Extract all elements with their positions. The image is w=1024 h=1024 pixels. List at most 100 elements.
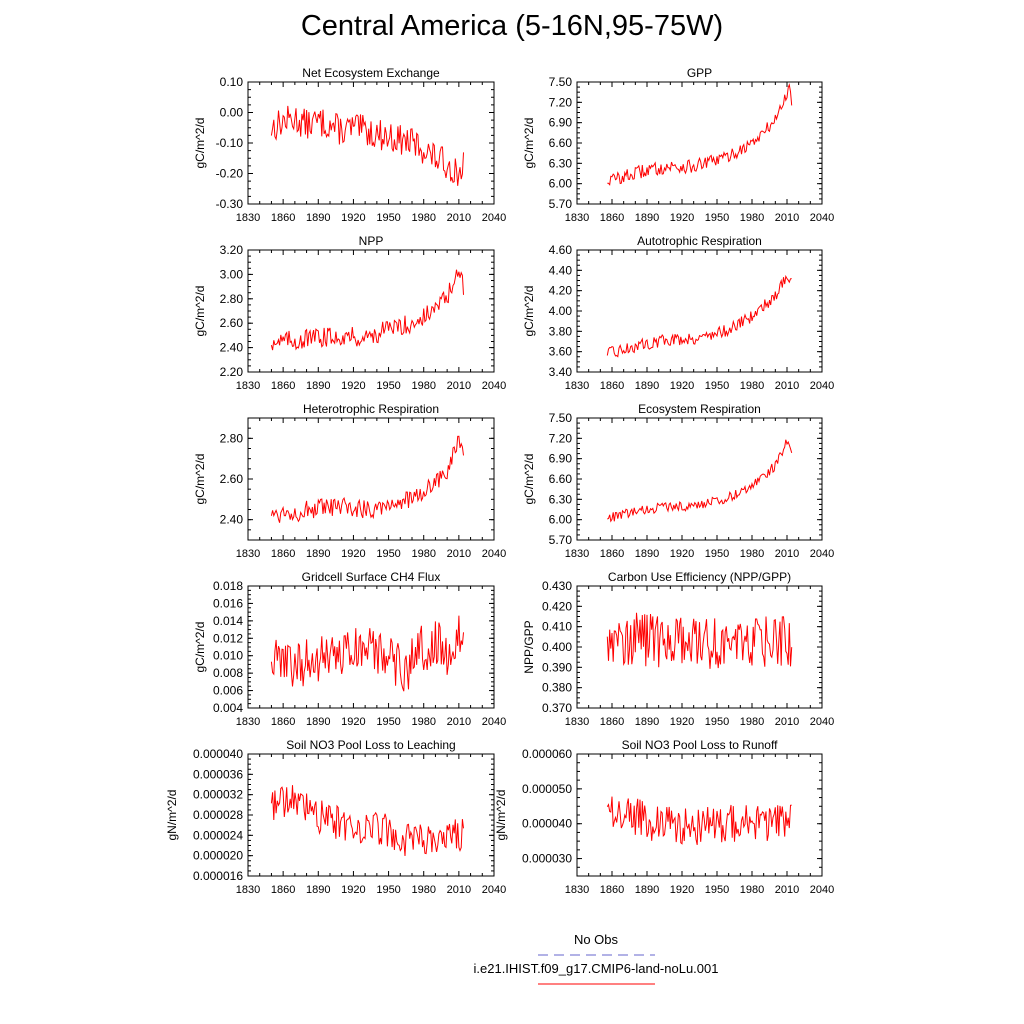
chart-title: Gridcell Surface CH4 Flux <box>302 570 441 584</box>
x-tick-label: 1860 <box>600 548 624 560</box>
x-tick-label: 2040 <box>810 380 834 392</box>
x-tick-label: 2010 <box>447 884 471 896</box>
x-tick-label: 1830 <box>236 548 260 560</box>
x-tick-label: 1860 <box>271 380 295 392</box>
y-tick-label: 0.390 <box>542 660 572 674</box>
x-tick-label: 1920 <box>341 212 365 224</box>
x-tick-label: 1860 <box>600 884 624 896</box>
y-tick-label: 3.60 <box>549 345 573 359</box>
x-tick-label: 2040 <box>482 212 506 224</box>
x-tick-label: 1890 <box>635 884 659 896</box>
x-tick-label: 1980 <box>740 212 764 224</box>
x-tick-label: 1860 <box>271 548 295 560</box>
x-tick-label: 1980 <box>411 548 435 560</box>
y-tick-label: 5.70 <box>549 197 573 211</box>
plot-frame <box>576 249 823 373</box>
x-tick-label: 1830 <box>565 548 589 560</box>
y-tick-label: 6.90 <box>549 116 573 130</box>
series-line <box>606 612 793 669</box>
x-tick-label: 1980 <box>411 212 435 224</box>
x-tick-label: 1950 <box>376 380 400 392</box>
x-tick-label: 1860 <box>600 716 624 728</box>
y-tick-label: 6.00 <box>549 177 573 191</box>
y-tick-label: 0.018 <box>213 579 243 593</box>
x-tick-label: 1830 <box>236 716 260 728</box>
y-tick-label: 4.40 <box>549 263 573 277</box>
plot-frame <box>247 81 495 205</box>
y-tick-label: 2.40 <box>220 513 244 527</box>
x-tick-label: 2040 <box>482 380 506 392</box>
x-tick-label: 1890 <box>635 716 659 728</box>
x-tick-label: 1890 <box>635 212 659 224</box>
x-tick-label: 2040 <box>482 548 506 560</box>
x-tick-label: 1830 <box>236 884 260 896</box>
y-tick-label: 0.000016 <box>193 869 243 883</box>
y-tick-label: 0.000040 <box>522 817 572 831</box>
x-tick-label: 1920 <box>341 716 365 728</box>
x-tick-label: 1920 <box>670 548 694 560</box>
chart-title: Ecosystem Respiration <box>638 402 761 416</box>
y-tick-label: 0.000040 <box>193 747 243 761</box>
x-tick-label: 2010 <box>775 716 799 728</box>
y-tick-label: 6.00 <box>549 513 573 527</box>
y-tick-label: 0.400 <box>542 640 572 654</box>
plot-frame <box>247 417 495 541</box>
y-axis-label: gC/m^2/d <box>193 454 207 505</box>
y-axis-label: gC/m^2/d <box>522 454 536 505</box>
x-tick-label: 1830 <box>236 212 260 224</box>
x-tick-label: 1860 <box>271 884 295 896</box>
x-tick-label: 1890 <box>306 380 330 392</box>
y-tick-label: 0.10 <box>220 75 244 89</box>
chart-title: Carbon Use Efficiency (NPP/GPP) <box>608 570 791 584</box>
y-axis-label: gC/m^2/d <box>193 622 207 673</box>
chart-panel: Autotrophic Respiration 1830 1860 1890 1920 1… <box>522 234 834 392</box>
y-tick-label: 0.000050 <box>522 782 572 796</box>
x-tick-label: 2010 <box>447 548 471 560</box>
y-tick-label: 0.000032 <box>193 788 243 802</box>
y-axis-label: gN/m^2/d <box>494 790 508 841</box>
y-tick-label: -0.10 <box>216 136 244 150</box>
y-tick-label: 0.000060 <box>522 747 572 761</box>
series-line <box>270 785 464 857</box>
x-tick-label: 1980 <box>411 380 435 392</box>
x-tick-label: 1950 <box>376 884 400 896</box>
chart-panel: Gridcell Surface CH4 Flux 1830 1860 1890 192… <box>193 570 506 728</box>
x-tick-label: 2010 <box>775 212 799 224</box>
chart-title: Autotrophic Respiration <box>637 234 762 248</box>
y-tick-label: 0.000020 <box>193 849 243 863</box>
x-tick-label: 1890 <box>306 212 330 224</box>
y-tick-label: 4.60 <box>549 243 573 257</box>
x-tick-label: 1830 <box>565 716 589 728</box>
chart-panel: NPP 1830 1860 1890 1920 1950 1980 2010 2040 3.20 3… <box>193 234 506 392</box>
chart-panel: Net Ecosystem Exchange 1830 1860 1890 1920 19… <box>193 66 506 224</box>
series-line <box>606 796 792 846</box>
y-tick-label: 6.60 <box>549 136 573 150</box>
y-tick-label: 2.40 <box>220 341 244 355</box>
x-tick-label: 1950 <box>705 548 729 560</box>
y-tick-label: 3.80 <box>549 324 573 338</box>
series-line <box>270 105 464 186</box>
y-tick-label: 0.000028 <box>193 808 243 822</box>
chart-panel: Ecosystem Respiration 1830 1860 1890 1920 195… <box>522 402 834 560</box>
y-axis-label: NPP/GPP <box>522 620 536 673</box>
x-tick-label: 1890 <box>635 380 659 392</box>
chart-title: NPP <box>359 234 384 248</box>
x-tick-label: 1890 <box>635 548 659 560</box>
y-tick-label: 0.010 <box>213 649 243 663</box>
chart-title: Soil NO3 Pool Loss to Runoff <box>622 738 779 752</box>
x-tick-label: 1920 <box>670 716 694 728</box>
y-tick-label: 7.20 <box>549 431 573 445</box>
x-tick-label: 2040 <box>810 548 834 560</box>
x-tick-label: 2040 <box>810 884 834 896</box>
y-tick-label: 0.410 <box>542 620 572 634</box>
y-axis-label: gN/m^2/d <box>165 790 179 841</box>
x-tick-label: 1890 <box>306 884 330 896</box>
y-tick-label: 2.80 <box>220 431 244 445</box>
y-tick-label: 2.60 <box>220 472 244 486</box>
x-tick-label: 1860 <box>271 212 295 224</box>
y-tick-label: 0.430 <box>542 579 572 593</box>
x-tick-label: 2010 <box>447 716 471 728</box>
x-tick-label: 2040 <box>482 716 506 728</box>
y-tick-label: 0.00 <box>220 106 244 120</box>
